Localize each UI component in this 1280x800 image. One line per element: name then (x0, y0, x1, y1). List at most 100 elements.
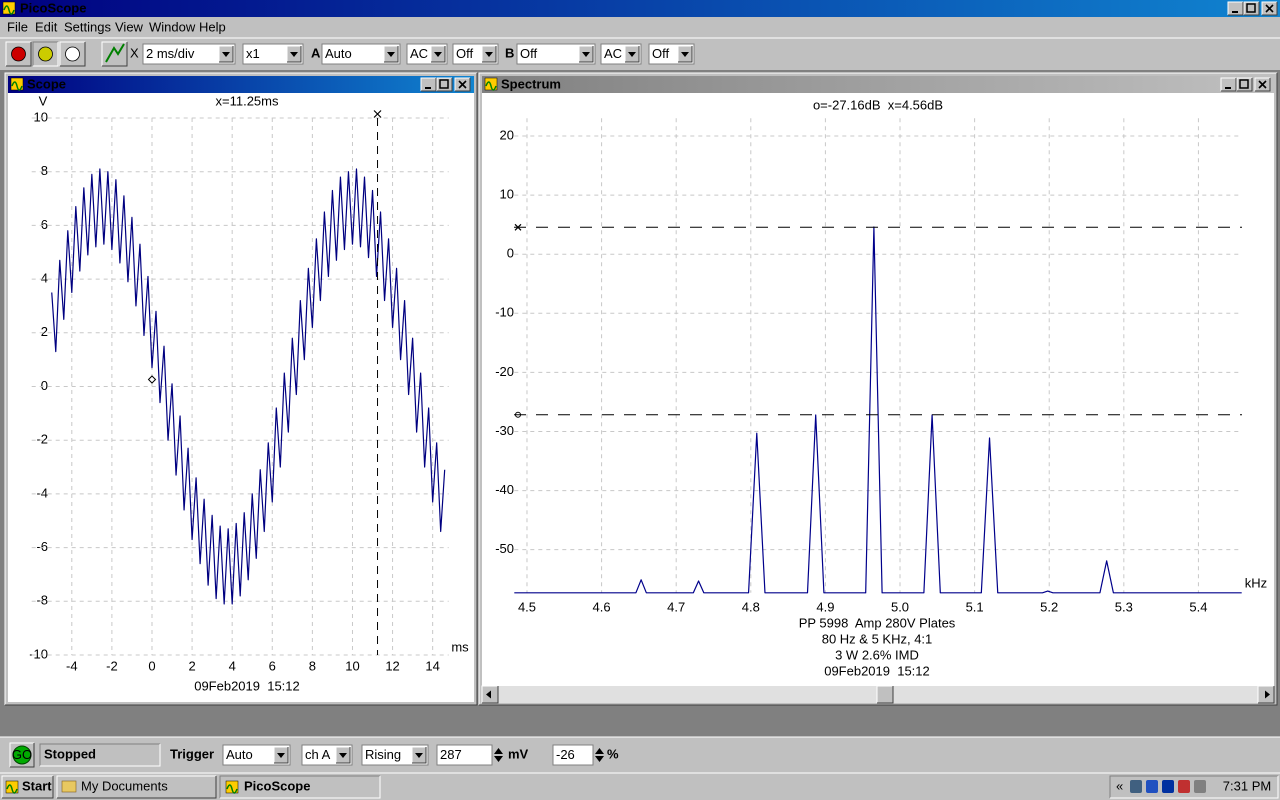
dropdown-button-shade (431, 46, 446, 63)
channel-b-range-text: Off (520, 46, 537, 61)
dropdown-button-shade (678, 46, 693, 63)
taskbar-item[interactable] (57, 776, 216, 798)
close-button-shade (1255, 78, 1271, 92)
channel-a-label: A (311, 45, 321, 60)
toolbar-button-light (59, 41, 85, 66)
x-unit: ms (451, 639, 469, 654)
menu-item[interactable]: Help (199, 19, 226, 34)
trigger-mode-text: Auto (226, 747, 253, 762)
dropdown-arrow (222, 52, 230, 57)
trigger-mode[interactable] (222, 744, 291, 766)
menu-item[interactable]: View (115, 19, 144, 34)
menu-item[interactable]: Settings (64, 19, 111, 34)
timebase-select-text: 2 ms/div (146, 46, 195, 61)
status-state: Stopped (44, 746, 96, 761)
run-button-label: GO (12, 747, 32, 762)
spin-down[interactable] (595, 756, 604, 762)
cursor-readout: x=11.25ms (216, 93, 279, 108)
minimize-button-shade (1221, 78, 1237, 92)
dropdown-button-shade (625, 46, 640, 63)
child-window-shade (479, 73, 1278, 706)
y-tick-label: -30 (495, 423, 514, 438)
x-tick-label: 5.3 (1115, 599, 1133, 614)
channel-b-range[interactable] (516, 43, 596, 65)
minimize-button[interactable] (1221, 78, 1236, 91)
scroll-thumb-shade (877, 686, 894, 704)
level-unit: mV (508, 746, 529, 761)
trigger-marker (147, 375, 157, 384)
tray-icon[interactable] (1178, 780, 1190, 793)
trigger-channel-text: ch A (305, 747, 331, 762)
trigger-edge-text: Rising (365, 747, 401, 762)
tray-icon[interactable] (1162, 780, 1174, 793)
toolbar-icon (38, 46, 53, 62)
chart-footer: 09Feb2019 15:12 (824, 663, 930, 678)
cursor-marker (515, 411, 521, 418)
spin-down[interactable] (494, 756, 503, 762)
dropdown-button-shade (412, 747, 427, 764)
dropdown-button-light (481, 45, 496, 62)
minimize-glyph (425, 87, 431, 89)
dropdown-button-shade (287, 46, 302, 63)
child-title-bar (8, 76, 474, 93)
app-title: PicoScope (20, 0, 86, 15)
taskbar-item[interactable] (220, 776, 380, 798)
y-tick-label: -10 (29, 646, 48, 661)
toolbar-button-shade (6, 42, 32, 67)
scroll-thumb[interactable] (877, 686, 893, 703)
folder-icon (61, 780, 77, 793)
status-field (40, 744, 160, 766)
cursor-readout: o=-27.16dB x=4.56dB (813, 97, 943, 112)
menu-item[interactable]: Window (149, 19, 196, 34)
status-bar (0, 737, 1280, 772)
x-tick-label: 10 (345, 658, 359, 673)
y-tick-label: -50 (495, 541, 514, 556)
scroll-right-shade (1258, 686, 1275, 704)
dropdown-button-light (677, 45, 692, 62)
child-title: Scope (27, 76, 66, 91)
cursor-marker (373, 110, 382, 118)
minimize-button-light (1220, 77, 1236, 91)
tray-icon[interactable] (1194, 780, 1206, 793)
timebase-select[interactable] (142, 43, 236, 65)
app-icon-wave (485, 81, 497, 91)
close-glyph (1265, 4, 1274, 13)
y-tick-label: 10 (500, 187, 514, 202)
scroll-left-shade (482, 686, 499, 704)
menu-item[interactable]: Edit (35, 19, 58, 34)
scroll-left-light (481, 685, 498, 703)
menu-item[interactable]: File (7, 19, 28, 34)
toolbar-button-shade (102, 42, 128, 67)
start-button-light (1, 775, 53, 798)
scroll-left-arrow (486, 690, 491, 699)
child-window-shade (5, 73, 478, 706)
maximize-glyph (1239, 79, 1249, 89)
y-tick-label: -8 (36, 593, 48, 608)
tray-expand[interactable]: « (1116, 778, 1123, 793)
chart-footer: 80 Hz & 5 KHz, 4:1 (822, 631, 933, 646)
channel-a-range[interactable] (321, 43, 401, 65)
maximize-button-shade (437, 78, 453, 92)
minimize-button[interactable] (421, 78, 436, 91)
dropdown-button-shade (219, 46, 234, 63)
chart-footer: 3 W 2.6% IMD (835, 647, 919, 662)
y-tick-label: 20 (500, 127, 514, 142)
pre-trigger-unit: % (607, 746, 619, 761)
maximize-glyph (1246, 3, 1256, 13)
tray-icon[interactable] (1146, 780, 1158, 793)
tray-icon[interactable] (1130, 780, 1142, 793)
minimize-button-shade (421, 78, 437, 92)
dropdown-button-light (286, 45, 301, 62)
channel-b-offset-text: Off (652, 46, 669, 61)
minimize-button[interactable] (1228, 2, 1243, 15)
pre-trigger[interactable] (552, 744, 594, 766)
spin-up[interactable] (595, 748, 604, 754)
x-tick-label: 2 (188, 658, 195, 673)
y-tick-label: 0 (41, 378, 48, 393)
x-tick-label: 5.2 (1040, 599, 1058, 614)
spin-up[interactable] (494, 748, 503, 754)
scroll-thumb-light (876, 685, 893, 703)
trigger-level[interactable] (436, 744, 493, 766)
x-tick-label: -4 (66, 658, 78, 673)
